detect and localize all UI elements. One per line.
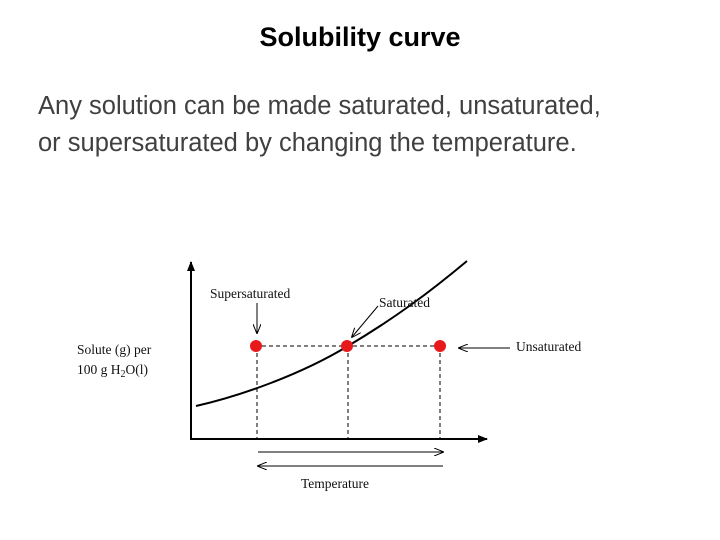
x-axis-label: Temperature: [301, 476, 369, 491]
saturated-label: Saturated: [379, 295, 430, 310]
body-text-line-2: or supersaturated by changing the temper…: [38, 129, 577, 157]
unsaturated-label: Unsaturated: [516, 339, 581, 354]
y-axis-label-suffix: O(l): [126, 362, 149, 377]
saturated-point: [341, 340, 353, 352]
y-axis-label-line-2: 100 g H2O(l): [77, 362, 148, 380]
slide-body-text: Any solution can be made saturated, unsa…: [38, 88, 708, 162]
supersaturated-point: [250, 340, 262, 352]
y-axis-label-subscript: 2: [121, 369, 126, 380]
unsaturated-point: [434, 340, 446, 352]
y-axis-label-line-1: Solute (g) per: [77, 342, 152, 357]
supersaturated-label: Supersaturated: [210, 286, 290, 301]
slide-title: Solubility curve: [259, 22, 461, 52]
saturated-arrow: [352, 305, 379, 337]
solubility-curve: [195, 260, 468, 407]
body-text-line-1: Any solution can be made saturated, unsa…: [38, 92, 601, 120]
y-axis-label-prefix: 100 g H: [77, 362, 121, 377]
